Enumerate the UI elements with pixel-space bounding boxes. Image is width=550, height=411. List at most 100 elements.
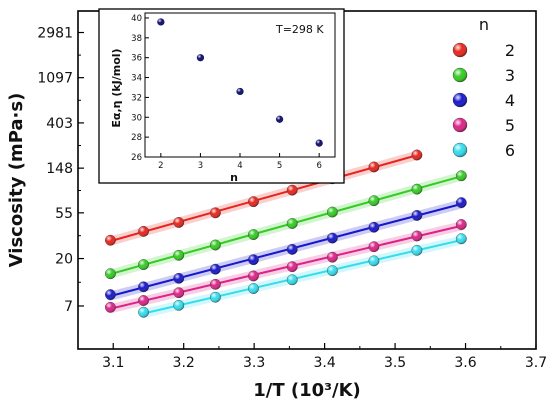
data-point-shade: [210, 239, 221, 251]
data-point-shade: [248, 254, 259, 265]
series-6: [138, 233, 467, 318]
data-point-shade: [327, 206, 338, 218]
legend-label: 2: [505, 41, 515, 60]
data-point-shade: [105, 235, 116, 246]
legend-marker-shade: [453, 43, 467, 57]
data-point-shade: [138, 226, 149, 237]
legend-label: 6: [505, 141, 515, 160]
data-point-shade: [248, 283, 259, 294]
fit-line: [110, 154, 418, 243]
inset-y-tick-label: 36: [131, 54, 142, 64]
data-point-shade: [287, 261, 298, 272]
data-point-shade: [411, 245, 423, 256]
x-tick-label: 3.6: [454, 355, 476, 371]
inset-x-tick-label: 3: [198, 161, 203, 171]
inset-data-point-shade: [315, 139, 323, 147]
inset-x-tick-label: 4: [237, 161, 242, 171]
y-axis-title: Viscosity (mPa·s): [6, 93, 27, 268]
data-point-shade: [173, 217, 184, 228]
y-tick-label: 7: [64, 299, 73, 315]
inset-annotation: T=298 K: [275, 23, 324, 36]
y-tick-label: 20: [55, 252, 73, 268]
x-axis-title: 1/T (10³/K): [253, 380, 361, 401]
data-point-shade: [173, 300, 184, 311]
data-point-shade: [327, 265, 338, 276]
y-axis-ticks: 7 20 55 148 403 1097 2981: [37, 26, 84, 315]
y-tick-label: 55: [55, 206, 73, 222]
legend-marker-shade: [453, 68, 467, 82]
inset-points: [157, 18, 323, 147]
inset-data-point-shade: [275, 115, 284, 123]
series-4: [105, 197, 467, 301]
x-tick-label: 3.4: [313, 355, 335, 371]
x-tick-label: 3.3: [243, 355, 265, 371]
data-point-shade: [287, 184, 298, 196]
data-point-shade: [456, 219, 467, 230]
inset-y-tick-label: 28: [131, 133, 142, 143]
x-axis-ticks: 3.1 3.2 3.3 3.4 3.5 3.6 3.7: [102, 343, 547, 371]
inset-x-tick-label: 6: [316, 161, 321, 171]
data-point-shade: [327, 232, 338, 244]
y-tick-label: 403: [46, 116, 73, 132]
y-tick-label: 2981: [37, 26, 73, 42]
y-tick-label: 1097: [37, 71, 73, 87]
data-point-shade: [105, 289, 116, 300]
fit-line: [110, 224, 462, 310]
data-point-shade: [173, 273, 184, 284]
data-point-shade: [287, 274, 298, 285]
data-point-shade: [173, 287, 184, 298]
series-5: [105, 219, 467, 314]
legend-marker-shade: [453, 118, 467, 132]
legend-marker-shade: [453, 93, 467, 107]
x-tick-label: 3.2: [173, 355, 195, 371]
data-point-shade: [368, 161, 380, 173]
x-tick-label: 3.7: [525, 355, 547, 371]
inset-y-axis-title: Eα,η (kJ/mol): [110, 48, 123, 127]
inset-x-axis-title: n: [230, 171, 238, 184]
x-tick-label: 3.5: [384, 355, 406, 371]
data-point-shade: [287, 244, 298, 255]
legend: n 2 3 4 5 6: [452, 15, 515, 160]
inset-x-tick-label: 5: [277, 161, 282, 171]
legend-title: n: [479, 15, 489, 34]
x-tick-label: 3.1: [102, 355, 124, 371]
data-point-shade: [210, 292, 221, 303]
data-point-shade: [287, 218, 298, 229]
data-point-shade: [105, 268, 116, 279]
fit-line: [110, 175, 462, 276]
fit-line: [143, 239, 462, 315]
inset-data-point-shade: [157, 18, 165, 26]
inset-chart: T=298 K n Eα,η (kJ/mol) 2 3 4 5 626283032343…: [98, 8, 345, 184]
inset-y-tick-label: 26: [131, 153, 142, 163]
data-point-shade: [210, 263, 221, 275]
series-layer: [105, 149, 467, 318]
data-point-shade: [248, 229, 259, 240]
y-tick-label: 148: [46, 161, 73, 177]
data-point-shade: [138, 281, 149, 293]
data-point-shade: [411, 183, 423, 195]
legend-label: 4: [505, 91, 515, 110]
data-point-shade: [456, 170, 467, 181]
data-point-shade: [210, 207, 221, 219]
fit-line: [110, 203, 462, 298]
inset-frame: [98, 8, 345, 184]
data-point-shade: [138, 295, 149, 306]
inset-y-tick-label: 32: [131, 93, 142, 103]
inset-y-tick-label: 34: [131, 74, 142, 84]
inset-x-tick-label: 2: [158, 161, 163, 171]
data-point-shade: [456, 233, 467, 244]
inset-y-tick-label: 30: [131, 113, 142, 123]
data-point-shade: [327, 252, 338, 263]
series-2: [105, 149, 423, 246]
data-point-shade: [138, 259, 149, 270]
data-point-shade: [248, 196, 259, 207]
data-point-shade: [411, 230, 423, 242]
data-point-shade: [368, 222, 380, 233]
data-point-shade: [368, 255, 380, 267]
data-point-shade: [248, 270, 259, 282]
data-point-shade: [173, 250, 184, 261]
series-3: [105, 170, 467, 280]
data-point-shade: [368, 241, 380, 252]
legend-label: 5: [505, 116, 515, 135]
